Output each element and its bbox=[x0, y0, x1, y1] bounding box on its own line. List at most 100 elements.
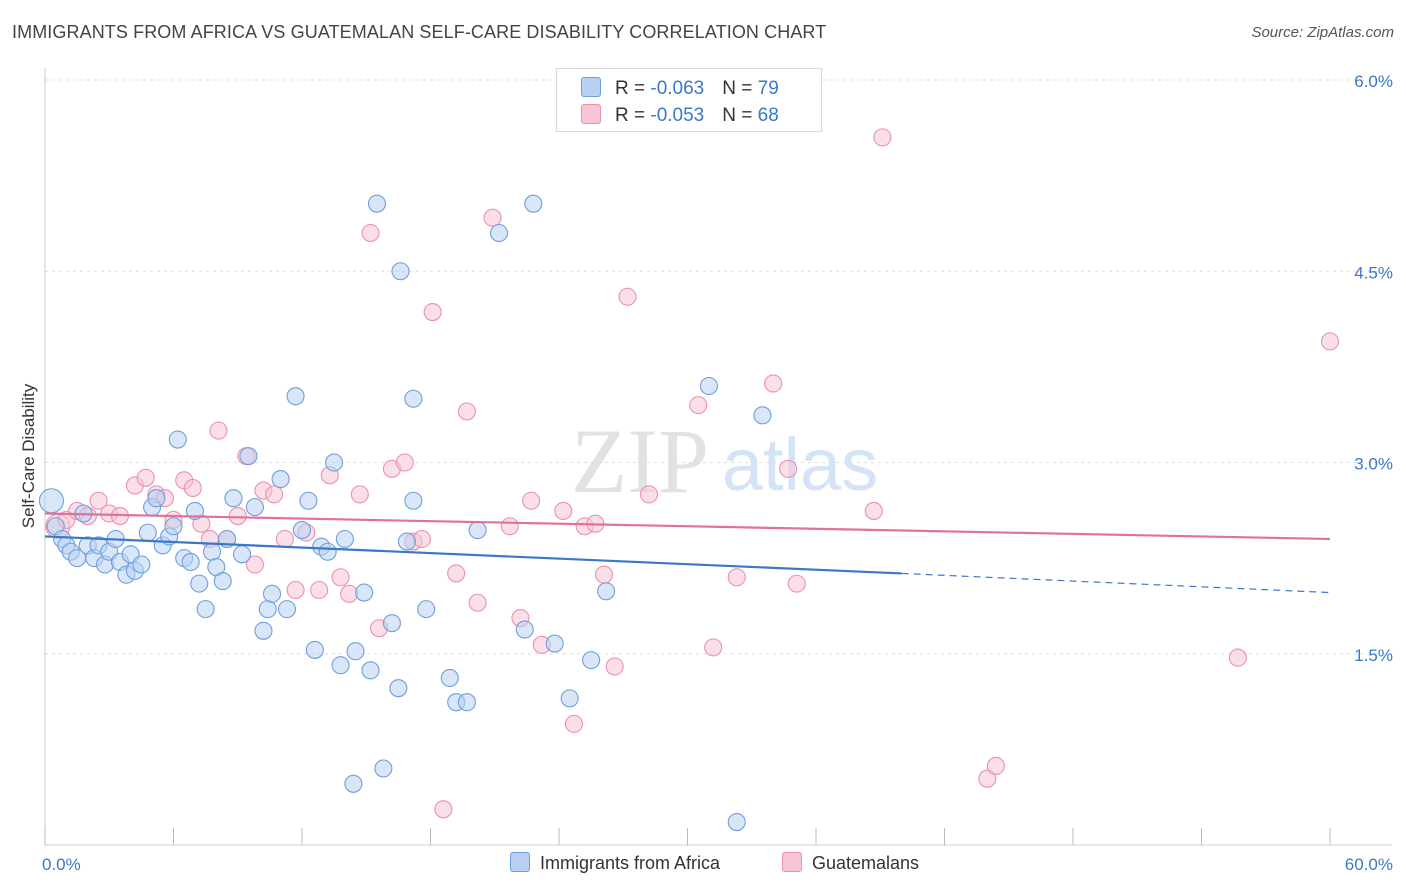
africa-point bbox=[38, 488, 64, 514]
guatemalan-point bbox=[468, 593, 487, 612]
y-axis-label: Self-Care Disability bbox=[19, 383, 38, 528]
africa-point bbox=[164, 517, 183, 536]
africa-trend-line bbox=[44, 535, 902, 575]
guatemalan-point bbox=[209, 421, 228, 440]
watermark-atlas: atlas bbox=[722, 423, 878, 506]
africa-point bbox=[560, 689, 579, 708]
africa-point bbox=[457, 693, 476, 712]
guatemalan-point bbox=[412, 529, 431, 549]
africa-point bbox=[389, 679, 408, 698]
guatemalan-point bbox=[183, 478, 202, 498]
guatemalan-point bbox=[340, 584, 359, 603]
africa-point bbox=[286, 387, 305, 406]
africa-point bbox=[417, 600, 436, 619]
africa-point bbox=[254, 621, 273, 640]
africa-point bbox=[245, 498, 264, 517]
africa-point bbox=[147, 489, 166, 508]
africa-point bbox=[325, 453, 344, 472]
africa-point bbox=[224, 489, 243, 508]
africa-point bbox=[239, 447, 258, 466]
guatemalan-point bbox=[331, 568, 350, 587]
guatemalan-point bbox=[564, 714, 584, 733]
guatemalan-point bbox=[286, 580, 305, 600]
guatemalan-point bbox=[423, 302, 442, 322]
africa-point bbox=[258, 600, 277, 619]
guatemalan-point bbox=[554, 501, 573, 521]
africa-point bbox=[213, 572, 232, 591]
africa-point bbox=[404, 491, 423, 510]
africa-point bbox=[196, 600, 215, 619]
blue-swatch-icon bbox=[581, 77, 601, 97]
guatemalan-point bbox=[457, 402, 476, 421]
africa-point bbox=[355, 583, 374, 602]
guatemalan-point bbox=[350, 485, 369, 504]
africa-point bbox=[404, 389, 423, 408]
africa-point bbox=[181, 552, 200, 572]
axes bbox=[44, 68, 1392, 846]
africa-point bbox=[382, 614, 402, 633]
y-tick-label: 6.0% bbox=[1354, 72, 1393, 91]
guatemalan-point bbox=[986, 756, 1005, 776]
bottom-legend-guatemalans: Guatemalans bbox=[782, 852, 919, 874]
africa-point bbox=[305, 640, 324, 659]
tick-labels: 1.5% 3.0% 4.5% 6.0% 0.0% 60.0% bbox=[42, 72, 1393, 874]
chart-title: IMMIGRANTS FROM AFRICA VS GUATEMALAN SEL… bbox=[12, 22, 827, 42]
guatemalan-point bbox=[483, 208, 502, 227]
y-tick-label: 3.0% bbox=[1354, 455, 1393, 474]
guatemalan-point bbox=[361, 223, 380, 243]
guatemalan-point bbox=[265, 485, 284, 504]
guatemalan-point bbox=[639, 485, 659, 504]
guatemalan-point bbox=[522, 491, 541, 510]
guatemalan-point bbox=[245, 555, 264, 574]
guatemalan-point bbox=[500, 517, 519, 536]
watermark: ZIP atlas bbox=[571, 410, 878, 512]
data-points bbox=[38, 128, 1340, 832]
africa-point bbox=[232, 545, 252, 564]
guatemalan-point bbox=[978, 769, 997, 788]
y-tick-label: 4.5% bbox=[1354, 263, 1393, 282]
africa-point bbox=[397, 532, 416, 551]
africa-trend-extension bbox=[901, 572, 1331, 594]
legend-row-africa: R = -0.063 N = 79 bbox=[581, 77, 779, 101]
blue-swatch-icon bbox=[510, 852, 530, 872]
africa-point bbox=[374, 759, 393, 778]
trend-lines bbox=[44, 512, 1331, 594]
guatemalan-point bbox=[779, 459, 798, 478]
guatemalan-point bbox=[787, 574, 806, 593]
guatemalan-point bbox=[136, 468, 155, 487]
africa-point bbox=[582, 651, 601, 670]
africa-point bbox=[367, 194, 387, 213]
africa-point bbox=[168, 430, 187, 449]
guatemalan-point bbox=[764, 374, 783, 393]
africa-point bbox=[391, 262, 410, 281]
africa-point bbox=[699, 376, 718, 396]
africa-point bbox=[318, 542, 337, 561]
africa-point bbox=[185, 501, 204, 521]
africa-point bbox=[515, 620, 534, 639]
africa-point bbox=[489, 223, 509, 243]
africa-point bbox=[545, 634, 564, 653]
africa-point bbox=[346, 642, 365, 661]
guatemalan-point bbox=[310, 580, 329, 600]
pink-swatch-icon bbox=[782, 852, 802, 872]
africa-point bbox=[597, 582, 616, 601]
guatemalan-point bbox=[434, 800, 453, 819]
guatemalan-point bbox=[689, 396, 708, 415]
y-tick-label: 1.5% bbox=[1354, 646, 1393, 665]
guatemalan-point bbox=[873, 128, 892, 147]
guatemalan-point bbox=[727, 568, 746, 587]
x-tick-label: 0.0% bbox=[42, 855, 81, 874]
africa-point bbox=[331, 656, 350, 675]
guatemalan-point bbox=[605, 657, 624, 676]
africa-point bbox=[344, 774, 363, 793]
guatemalan-point bbox=[447, 564, 466, 583]
africa-point bbox=[262, 584, 282, 603]
africa-point bbox=[468, 521, 487, 540]
africa-point bbox=[335, 529, 354, 549]
africa-point bbox=[190, 574, 209, 593]
guatemalan-point bbox=[618, 287, 637, 306]
africa-point bbox=[271, 470, 290, 489]
guatemalan-point bbox=[395, 453, 414, 472]
africa-point bbox=[440, 668, 459, 688]
